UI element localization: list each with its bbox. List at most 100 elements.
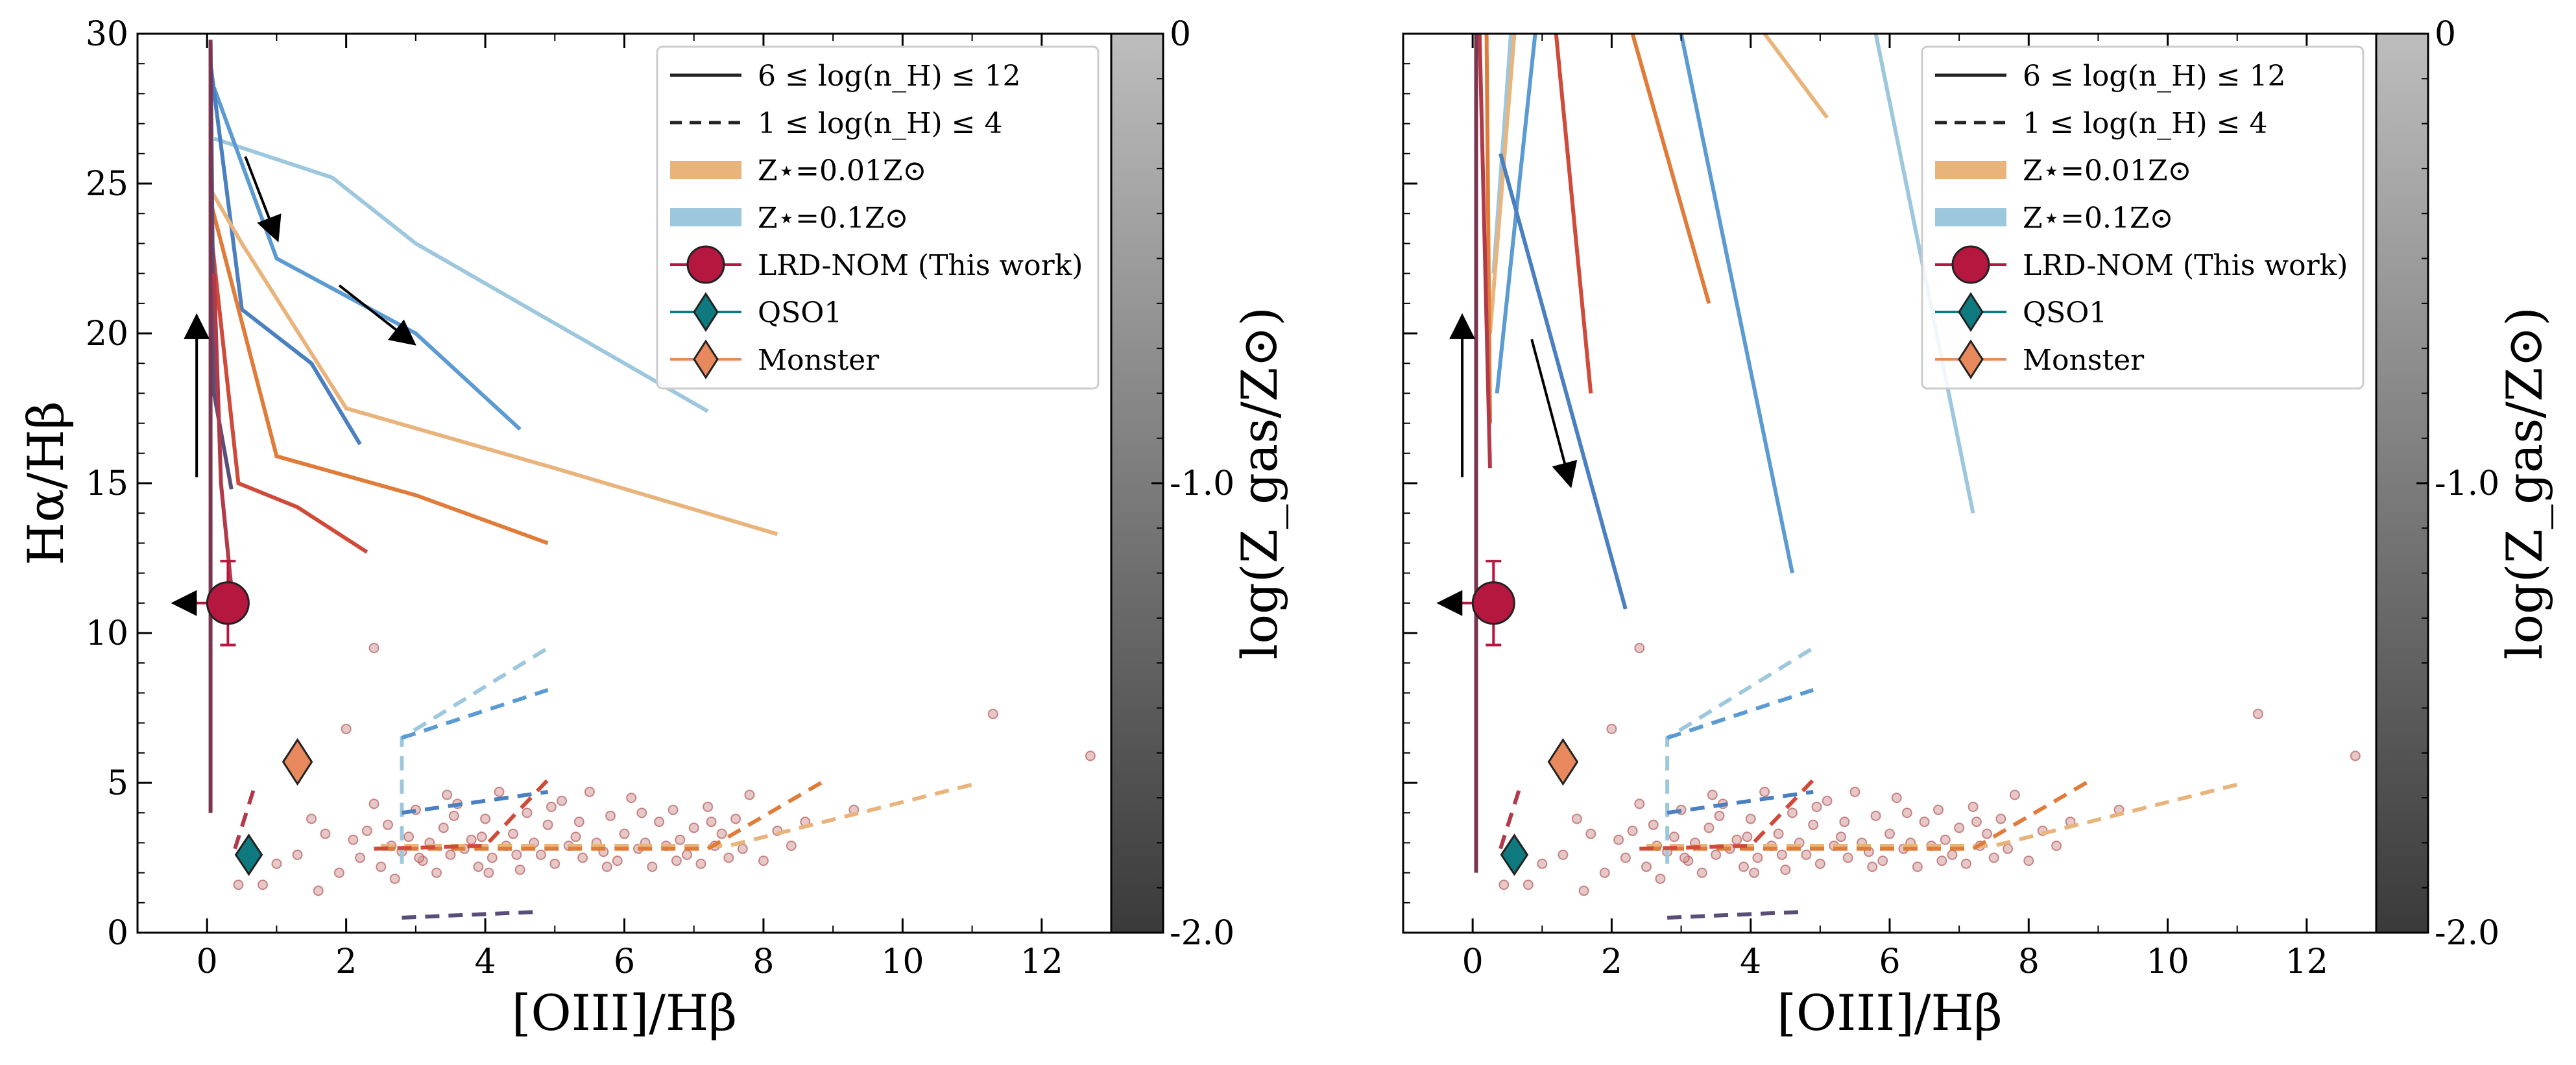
sample-point bbox=[1780, 864, 1791, 875]
y-tick-label: 0 bbox=[107, 914, 128, 953]
sample-point bbox=[1822, 795, 1833, 806]
trend-arrow bbox=[1530, 339, 1578, 488]
sample-point bbox=[1537, 858, 1548, 869]
legend-label: 6 ≤ log(n_H) ≤ 12 bbox=[758, 60, 1020, 93]
x-tick-label: 8 bbox=[752, 942, 774, 981]
x-tick-label: 2 bbox=[335, 942, 357, 981]
sample-point bbox=[507, 828, 518, 839]
model-track-solid bbox=[1763, 34, 1829, 119]
sample-point bbox=[2252, 708, 2263, 719]
sample-point bbox=[654, 817, 665, 828]
legend-box bbox=[656, 45, 1100, 390]
sample-point bbox=[466, 834, 477, 845]
legend-band bbox=[1935, 208, 2006, 226]
colorbar-tick-label: -2.0 bbox=[2435, 914, 2499, 953]
sample-point bbox=[1884, 828, 1895, 839]
sample-point bbox=[1707, 789, 1718, 800]
sample-point bbox=[542, 819, 553, 830]
sample-point bbox=[1988, 852, 1999, 863]
sample-point bbox=[1891, 793, 1902, 804]
x-tick-label: 0 bbox=[197, 942, 218, 981]
sample-point bbox=[1606, 723, 1617, 734]
sample-point bbox=[1968, 801, 1979, 812]
sample-point bbox=[438, 822, 449, 833]
lrd-nom-marker bbox=[1471, 581, 1515, 625]
left-panel: 0 2 4 6 8 10 12 0 5 10 15 20 25 30 [OIII]/Hβ Hα/Hβ 0 -1.0… bbox=[17, 15, 1288, 1042]
sample-point bbox=[1919, 817, 1930, 828]
model-track-dashed bbox=[1667, 789, 1814, 815]
model-track-dashed bbox=[402, 909, 541, 920]
legend-label: Monster bbox=[758, 344, 880, 377]
y-tick-label: 25 bbox=[86, 165, 128, 204]
colorbar-label: log(Z_gas/Z⊙) bbox=[1231, 307, 1288, 660]
sample-point bbox=[1085, 750, 1096, 761]
sample-point bbox=[1739, 861, 1749, 872]
sample-point bbox=[1731, 834, 1742, 845]
sample-point bbox=[535, 849, 546, 860]
sample-point bbox=[361, 825, 372, 836]
model-track-dashed bbox=[381, 781, 980, 848]
sample-point bbox=[403, 832, 415, 843]
sample-point bbox=[1655, 873, 1666, 884]
sample-point bbox=[1749, 867, 1760, 878]
y-tick-label: 10 bbox=[86, 614, 128, 653]
sample-point bbox=[1801, 849, 1812, 860]
sample-point bbox=[1696, 867, 1707, 878]
sample-point bbox=[1936, 856, 1947, 867]
sample-point bbox=[1752, 852, 1763, 863]
legend-label: LRD-NOM (This work) bbox=[758, 249, 1083, 282]
monster-marker bbox=[282, 737, 313, 786]
model-track-dashed bbox=[374, 778, 549, 851]
sample-point bbox=[1901, 808, 1912, 819]
sample-point bbox=[737, 843, 748, 854]
sample-point bbox=[619, 828, 630, 839]
legend-diamond-marker bbox=[693, 292, 719, 332]
y-tick-label: 5 bbox=[107, 764, 128, 803]
y-tick-label: 30 bbox=[86, 15, 128, 54]
legend-diamond-marker bbox=[1958, 292, 1984, 332]
model-track-solid bbox=[1554, 34, 1593, 394]
sample-point bbox=[1641, 861, 1652, 872]
sample-point bbox=[1811, 801, 1822, 812]
sample-point bbox=[636, 808, 647, 819]
sample-point bbox=[601, 861, 612, 872]
y-axis-label: Hα/Hβ bbox=[17, 401, 75, 565]
plot-area bbox=[171, 40, 1096, 920]
sample-point bbox=[1971, 817, 1982, 828]
legend-label: Z⋆=0.1Z⊙ bbox=[2023, 202, 2173, 235]
sample-point bbox=[382, 819, 393, 830]
sample-point bbox=[647, 861, 658, 872]
sample-point bbox=[1776, 849, 1787, 860]
model-track-solid bbox=[1630, 34, 1711, 304]
x-tick-label: 12 bbox=[1020, 942, 1063, 981]
sample-point bbox=[257, 880, 268, 891]
legend-circle-marker bbox=[686, 245, 725, 284]
legend-diamond-marker bbox=[693, 339, 719, 379]
x-tick-label: 10 bbox=[2146, 942, 2189, 981]
sample-point bbox=[1679, 852, 1690, 863]
legend-label: 6 ≤ log(n_H) ≤ 12 bbox=[2023, 60, 2285, 93]
model-track-solid bbox=[208, 228, 368, 554]
sample-point bbox=[487, 852, 498, 863]
sample-point bbox=[1613, 834, 1624, 845]
legend-label: 1 ≤ log(n_H) ≤ 4 bbox=[758, 107, 1002, 140]
sample-point bbox=[473, 861, 484, 872]
x-tick-label: 4 bbox=[475, 942, 496, 981]
sample-point bbox=[1745, 813, 1756, 824]
x-tick-label: 6 bbox=[614, 942, 635, 981]
sample-point bbox=[1836, 832, 1846, 843]
sample-point bbox=[376, 861, 387, 872]
sample-point bbox=[1599, 867, 1610, 878]
sample-point bbox=[987, 708, 998, 719]
sample-point bbox=[414, 852, 425, 863]
legend-label: Z⋆=0.01Z⊙ bbox=[2023, 154, 2191, 187]
model-track-dashed bbox=[1499, 782, 1524, 850]
legend-circle-marker bbox=[1951, 245, 1990, 284]
sample-point bbox=[2023, 856, 2034, 867]
x-tick-label: 10 bbox=[881, 942, 924, 981]
sample-point bbox=[716, 828, 727, 839]
model-track-dashed bbox=[1667, 909, 1807, 920]
sample-point bbox=[333, 867, 344, 878]
model-track-dashed bbox=[1667, 688, 1814, 740]
